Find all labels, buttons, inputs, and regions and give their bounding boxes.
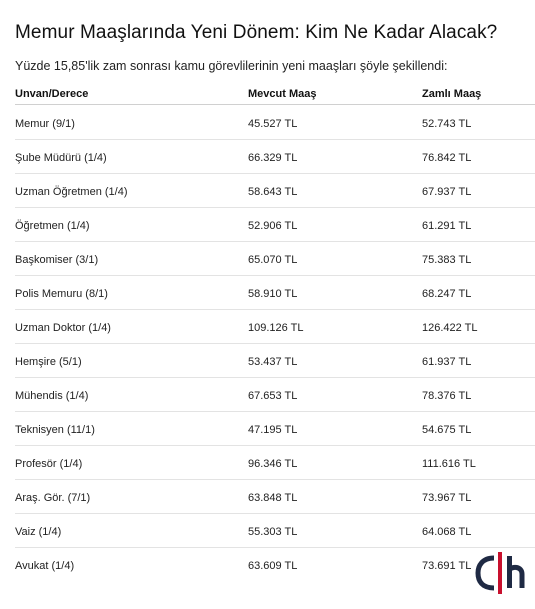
table-row: Memur (9/1) 45.527 TL 52.743 TL — [15, 106, 535, 140]
cell-current: 58.910 TL — [248, 288, 298, 300]
cell-current: 66.329 TL — [248, 152, 298, 164]
table-row: Hemşire (5/1) 53.437 TL 61.937 TL — [15, 344, 535, 378]
cell-raised: 111.616 TL — [422, 458, 476, 470]
table-row: Araş. Gör. (7/1) 63.848 TL 73.967 TL — [15, 480, 535, 514]
cell-title: Profesör (1/4) — [15, 458, 83, 470]
table-header: Unvan/Derece Mevcut Maaş Zamlı Maaş — [15, 83, 535, 105]
cell-raised: 54.675 TL — [422, 424, 472, 436]
cell-title: Başkomiser (3/1) — [15, 254, 99, 266]
cell-title: Vaiz (1/4) — [15, 526, 62, 538]
table-row: Vaiz (1/4) 55.303 TL 64.068 TL — [15, 514, 535, 548]
table-row: Profesör (1/4) 96.346 TL 111.616 TL — [15, 446, 535, 480]
logo-mark — [475, 552, 525, 594]
cell-raised: 61.291 TL — [422, 220, 472, 232]
cell-raised: 68.247 TL — [422, 288, 472, 300]
page-title: Memur Maaşlarında Yeni Dönem: Kim Ne Kad… — [15, 22, 498, 43]
cell-current: 53.437 TL — [248, 356, 298, 368]
cell-title: Avukat (1/4) — [15, 560, 75, 572]
salary-table: Memur (9/1) 45.527 TL 52.743 TL Şube Müd… — [15, 106, 535, 582]
cell-raised: 67.937 TL — [422, 186, 472, 198]
header-raised-salary: Zamlı Maaş — [422, 88, 482, 100]
cell-current: 58.643 TL — [248, 186, 298, 198]
cell-title: Memur (9/1) — [15, 118, 75, 130]
table-row: Polis Memuru (8/1) 58.910 TL 68.247 TL — [15, 276, 535, 310]
table-row: Öğretmen (1/4) 52.906 TL 61.291 TL — [15, 208, 535, 242]
cell-title: Hemşire (5/1) — [15, 356, 82, 368]
cell-title: Teknisyen (11/1) — [15, 424, 95, 436]
cell-current: 67.653 TL — [248, 390, 298, 402]
cell-current: 96.346 TL — [248, 458, 298, 470]
cell-title: Araş. Gör. (7/1) — [15, 492, 91, 504]
cell-title: Uzman Öğretmen (1/4) — [15, 186, 128, 198]
header-current-salary: Mevcut Maaş — [248, 88, 317, 100]
cell-title: Mühendis (1/4) — [15, 390, 89, 402]
table-row: Uzman Doktor (1/4) 109.126 TL 126.422 TL — [15, 310, 535, 344]
page-subtitle: Yüzde 15,85'lik zam sonrası kamu görevli… — [15, 59, 448, 73]
table-row: Uzman Öğretmen (1/4) 58.643 TL 67.937 TL — [15, 174, 535, 208]
cell-raised: 75.383 TL — [422, 254, 472, 266]
cell-raised: 61.937 TL — [422, 356, 472, 368]
cell-current: 47.195 TL — [248, 424, 298, 436]
cell-current: 63.848 TL — [248, 492, 298, 504]
header-title: Unvan/Derece — [15, 88, 89, 100]
cell-raised: 52.743 TL — [422, 118, 472, 130]
table-row: Avukat (1/4) 63.609 TL 73.691 TL — [15, 548, 535, 582]
cell-raised: 64.068 TL — [422, 526, 472, 538]
table-row: Teknisyen (11/1) 47.195 TL 54.675 TL — [15, 412, 535, 446]
site-logo — [472, 550, 528, 596]
cell-raised: 73.967 TL — [422, 492, 472, 504]
cell-title: Uzman Doktor (1/4) — [15, 322, 111, 334]
table-row: Mühendis (1/4) 67.653 TL 78.376 TL — [15, 378, 535, 412]
cell-title: Polis Memuru (8/1) — [15, 288, 108, 300]
cell-raised: 76.842 TL — [422, 152, 472, 164]
cell-raised: 73.691 TL — [422, 560, 472, 572]
cell-current: 63.609 TL — [248, 560, 298, 572]
cell-current: 45.527 TL — [248, 118, 298, 130]
cell-current: 52.906 TL — [248, 220, 298, 232]
cell-current: 65.070 TL — [248, 254, 298, 266]
table-row: Şube Müdürü (1/4) 66.329 TL 76.842 TL — [15, 140, 535, 174]
cell-raised: 78.376 TL — [422, 390, 472, 402]
table-row: Başkomiser (3/1) 65.070 TL 75.383 TL — [15, 242, 535, 276]
cell-title: Öğretmen (1/4) — [15, 220, 90, 232]
cell-current: 55.303 TL — [248, 526, 298, 538]
cell-raised: 126.422 TL — [422, 322, 478, 334]
cell-current: 109.126 TL — [248, 322, 304, 334]
cell-title: Şube Müdürü (1/4) — [15, 152, 107, 164]
